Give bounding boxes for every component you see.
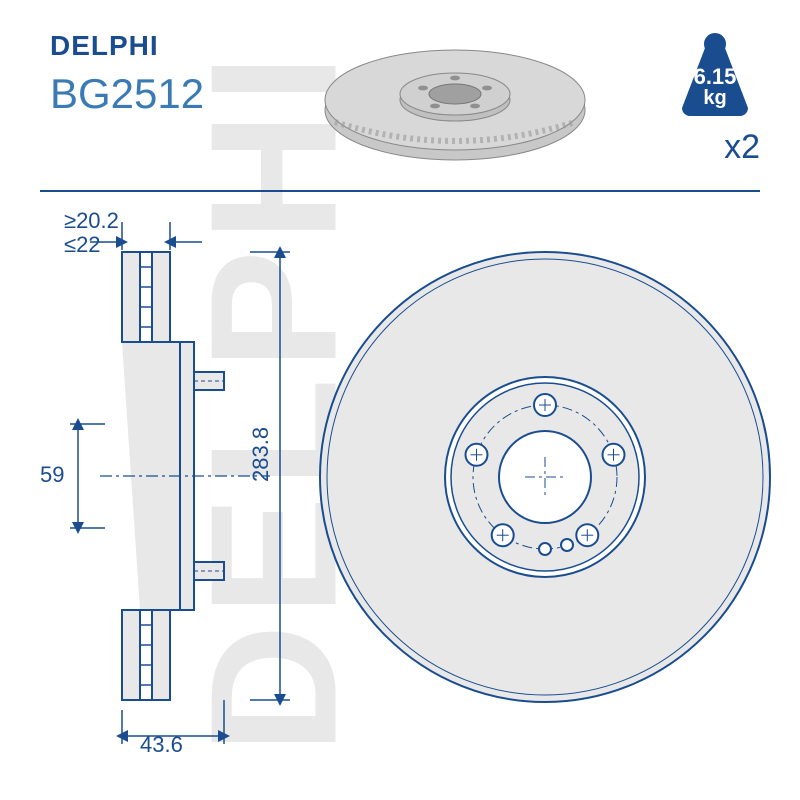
brand-label: DELPHI [50,30,270,62]
front-view [320,252,770,702]
header: DELPHI BG2512 [0,0,800,190]
weight-unit: kg [703,87,726,109]
part-number: BG2512 [50,70,270,118]
dim-max-thickness: ≤22 [64,232,101,257]
dim-diameter: 283.8 [248,427,273,482]
dim-hub-bore: 59 [40,462,64,487]
weight-value: 6.15 [694,64,737,89]
dim-min-thickness: ≥20.2 [64,208,119,233]
technical-diagram: ≥20.2 ≤22 59 283.8 43.6 [0,192,800,752]
quantity-label: x2 [724,128,760,167]
weight-icon: 6.15 kg [670,30,760,120]
dim-offset: 43.6 [140,732,183,752]
product-image [270,30,640,180]
cross-section [70,222,290,744]
